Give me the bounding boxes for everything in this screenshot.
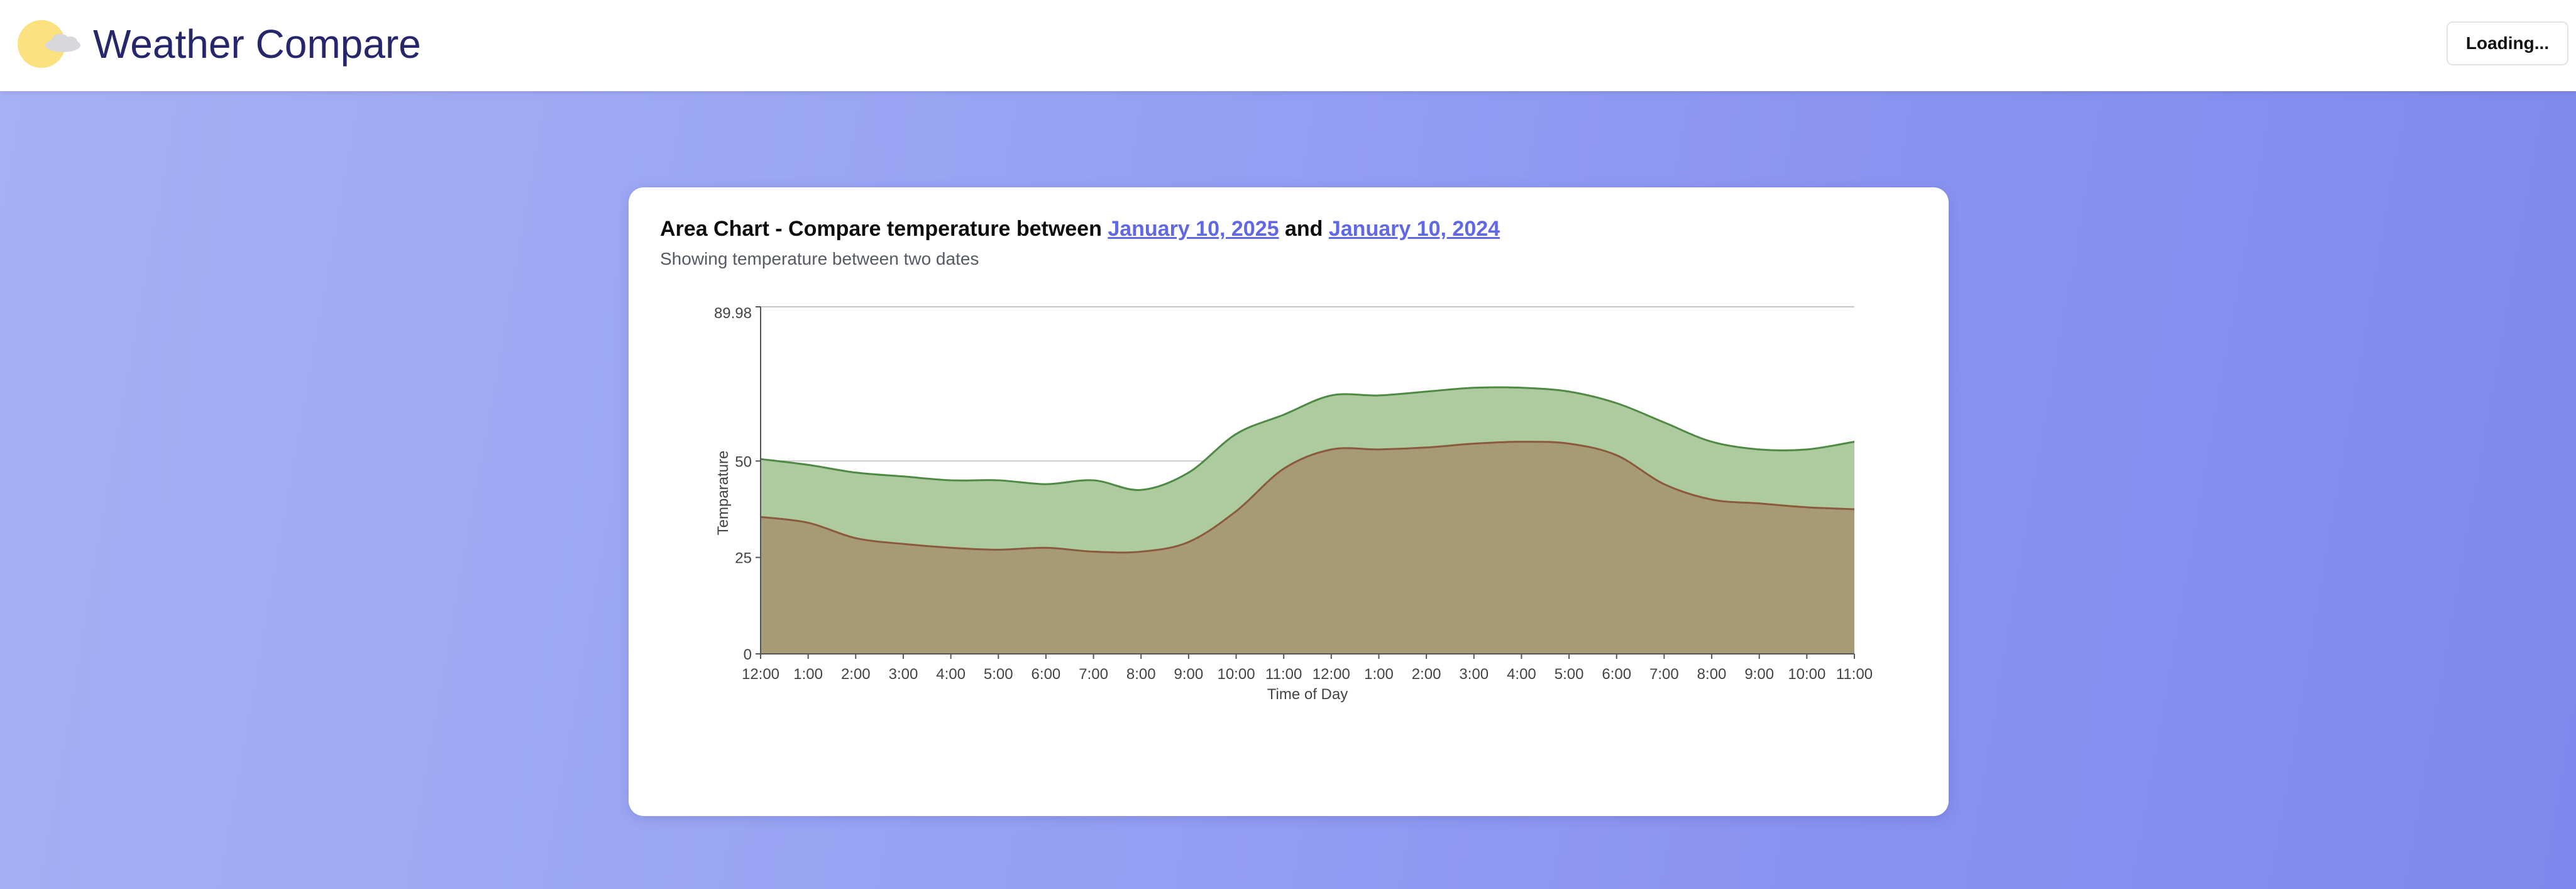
data-point[interactable]: [803, 517, 814, 528]
x-tick-label: 7:00: [1079, 666, 1108, 683]
x-tick-label: 7:00: [1649, 666, 1679, 683]
data-point[interactable]: [898, 538, 909, 549]
date-a-link[interactable]: January 10, 2025: [1108, 217, 1279, 241]
x-tick-label: 10:00: [1217, 666, 1255, 683]
y-tick-label: 25: [735, 550, 752, 567]
x-tick-label: 2:00: [1412, 666, 1441, 683]
y-tick-label: 0: [744, 646, 752, 663]
data-point[interactable]: [1183, 536, 1194, 548]
data-point[interactable]: [1183, 467, 1194, 478]
card-title-prefix: Area Chart - Compare temperature between: [660, 217, 1108, 241]
loading-button[interactable]: Loading...: [2447, 21, 2568, 65]
x-tick-label: 11:00: [1265, 666, 1302, 683]
x-tick-label: 10:00: [1788, 666, 1825, 683]
data-point[interactable]: [1468, 382, 1480, 394]
data-point[interactable]: [1754, 498, 1765, 509]
data-point[interactable]: [1088, 546, 1099, 557]
date-b-link[interactable]: January 10, 2024: [1328, 217, 1500, 241]
data-point[interactable]: [993, 544, 1004, 555]
x-tick-label: 5:00: [1555, 666, 1584, 683]
data-point[interactable]: [1849, 436, 1860, 448]
data-point[interactable]: [1278, 409, 1289, 421]
data-point[interactable]: [1801, 444, 1812, 455]
data-point[interactable]: [1421, 386, 1432, 397]
data-point[interactable]: [850, 533, 861, 544]
top-bar: Weather Compare Loading...: [0, 0, 2576, 91]
y-axis-title: Temparature: [715, 451, 732, 536]
data-point[interactable]: [1135, 546, 1147, 557]
data-point[interactable]: [993, 475, 1004, 486]
series-line-2: [760, 441, 1855, 554]
data-point[interactable]: [1801, 502, 1812, 513]
data-point[interactable]: [1706, 436, 1717, 448]
data-point[interactable]: [1658, 478, 1670, 490]
data-point[interactable]: [803, 459, 814, 470]
x-tick-label: 1:00: [1364, 666, 1394, 683]
data-point[interactable]: [1563, 438, 1575, 450]
x-tick-label: 2:00: [841, 666, 871, 683]
x-tick-label: 3:00: [1459, 666, 1489, 683]
series-line-1: [760, 386, 1855, 491]
x-tick-label: 8:00: [1697, 666, 1727, 683]
data-point[interactable]: [1754, 444, 1765, 455]
data-point[interactable]: [1658, 417, 1670, 428]
data-point[interactable]: [945, 542, 957, 553]
data-point[interactable]: [1516, 382, 1527, 394]
x-tick-label: 8:00: [1126, 666, 1156, 683]
card-title: Area Chart - Compare temperature between…: [660, 215, 1500, 243]
data-point[interactable]: [1040, 542, 1052, 553]
data-point[interactable]: [1849, 504, 1860, 515]
x-tick-label: 11:00: [1836, 666, 1873, 683]
app-title: Weather Compare: [93, 21, 421, 67]
data-point[interactable]: [1326, 390, 1337, 401]
data-point[interactable]: [945, 475, 957, 486]
data-point[interactable]: [850, 467, 861, 478]
data-point[interactable]: [1231, 505, 1242, 517]
data-point[interactable]: [1611, 397, 1622, 409]
data-point[interactable]: [1373, 444, 1384, 455]
card-subtitle: Showing temperature between two dates: [660, 249, 979, 268]
data-point[interactable]: [1231, 428, 1242, 439]
data-point[interactable]: [1611, 450, 1622, 461]
data-point[interactable]: [1040, 478, 1052, 490]
data-point[interactable]: [1706, 494, 1717, 505]
x-tick-label: 6:00: [1602, 666, 1631, 683]
x-tick-label: 5:00: [984, 666, 1013, 683]
x-tick-label: 3:00: [889, 666, 918, 683]
x-tick-label: 1:00: [793, 666, 823, 683]
chart-card: Area Chart - Compare temperature between…: [629, 187, 1949, 816]
x-tick-label: 9:00: [1174, 666, 1204, 683]
data-point[interactable]: [898, 471, 909, 482]
x-tick-label: 12:00: [1313, 666, 1350, 683]
data-point[interactable]: [1278, 463, 1289, 475]
data-point[interactable]: [1373, 390, 1384, 401]
x-tick-label: 9:00: [1744, 666, 1774, 683]
data-point[interactable]: [1088, 475, 1099, 486]
y-tick-label: 89.98: [714, 305, 752, 322]
data-point[interactable]: [1421, 442, 1432, 453]
data-point[interactable]: [1516, 436, 1527, 448]
x-tick-label: 4:00: [1507, 666, 1536, 683]
series-area-2: [761, 441, 1854, 654]
data-point[interactable]: [1326, 444, 1337, 455]
data-point[interactable]: [1135, 484, 1147, 495]
weather-logo-icon: [18, 20, 80, 68]
card-title-join: and: [1279, 217, 1329, 241]
x-tick-label: 4:00: [936, 666, 966, 683]
x-tick-label: 12:00: [742, 666, 779, 683]
x-tick-label: 6:00: [1032, 666, 1061, 683]
y-tick-label: 50: [735, 453, 752, 470]
area-chart: 0 25 50 89.98 12:00 1:00 2:00 3:00 4:00 5:00 6:00 7…: [714, 305, 1873, 703]
x-axis-title: Time of Day: [1267, 686, 1348, 703]
data-point[interactable]: [1563, 386, 1575, 397]
data-point[interactable]: [1468, 438, 1480, 450]
